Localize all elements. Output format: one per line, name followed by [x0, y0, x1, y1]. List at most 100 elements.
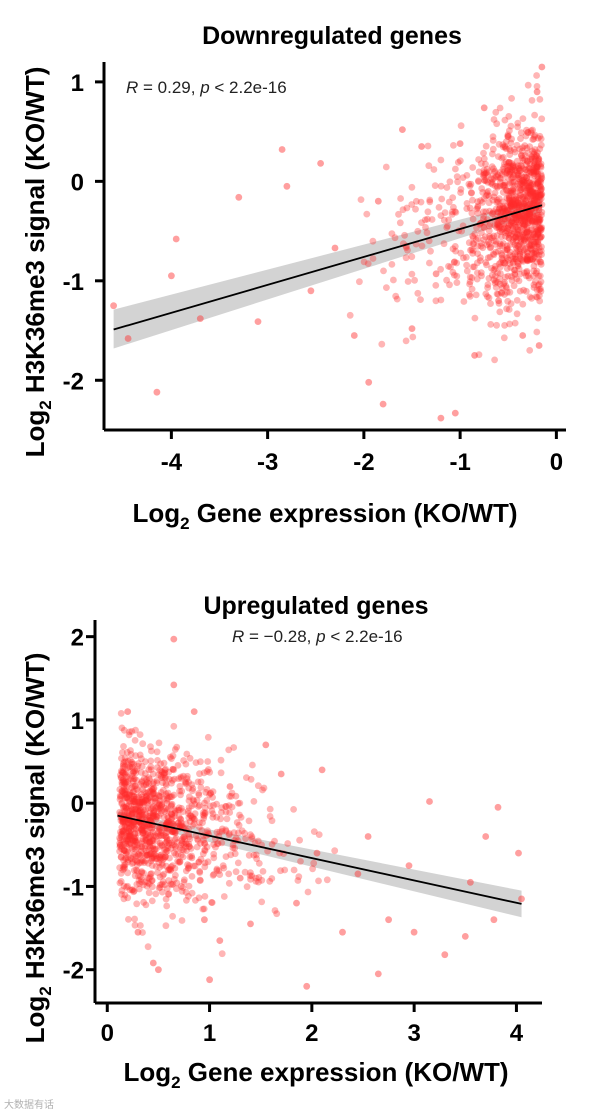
data-point: [169, 828, 176, 836]
data-point: [531, 249, 539, 257]
data-point: [534, 228, 542, 236]
data-point: [515, 277, 523, 285]
data-point: [135, 799, 143, 806]
data-point: [495, 297, 502, 305]
data-point: [143, 779, 151, 786]
data-point: [235, 829, 242, 837]
data-point: [516, 201, 523, 209]
data-point: [131, 872, 139, 880]
regression-line: [117, 814, 522, 905]
data-point: [492, 238, 500, 245]
data-point: [119, 827, 126, 835]
data-point: [160, 831, 167, 839]
data-point: [135, 811, 142, 819]
data-point: [484, 191, 491, 199]
data-point: [188, 873, 196, 880]
data-point: [162, 833, 169, 840]
data-point: [146, 775, 154, 783]
data-point: [148, 788, 155, 795]
data-point: [484, 284, 491, 291]
data-point: [210, 801, 217, 809]
data-point: [195, 803, 202, 810]
data-point: [138, 869, 146, 877]
data-point: [147, 763, 155, 771]
data-point: [522, 272, 530, 280]
data-point: [172, 845, 180, 853]
data-point: [143, 851, 151, 859]
data-point: [169, 912, 177, 920]
data-point: [516, 178, 524, 186]
data-point: [161, 769, 169, 777]
data-point: [259, 868, 267, 875]
data-point: [181, 833, 188, 841]
data-point: [536, 218, 543, 226]
data-point: [168, 272, 175, 280]
data-point: [496, 228, 504, 235]
data-point: [529, 255, 537, 263]
data-point: [466, 278, 474, 286]
data-point: [487, 321, 495, 328]
data-point: [185, 784, 193, 792]
data-point: [507, 179, 515, 187]
data-point: [501, 160, 508, 168]
data-point: [520, 179, 528, 187]
data-point: [534, 238, 542, 246]
data-point: [178, 839, 186, 847]
data-point: [123, 790, 131, 798]
data-point: [535, 255, 542, 263]
data-point: [453, 259, 460, 267]
data-point: [536, 233, 544, 241]
data-point: [537, 227, 544, 235]
data-point: [294, 877, 302, 884]
data-point: [169, 880, 177, 888]
data-point: [164, 818, 172, 826]
data-point: [402, 337, 410, 345]
data-point: [149, 790, 157, 798]
data-point: [537, 285, 544, 293]
data-point: [411, 276, 418, 284]
data-point: [506, 288, 514, 296]
data-point: [136, 751, 144, 759]
data-point: [490, 276, 498, 284]
data-point: [534, 170, 542, 178]
data-point: [501, 207, 509, 215]
data-point: [185, 862, 193, 870]
data-point: [529, 180, 536, 188]
data-point: [531, 253, 538, 261]
data-point: [521, 221, 529, 229]
data-point: [527, 200, 534, 208]
data-point: [206, 768, 214, 776]
data-point: [534, 163, 541, 171]
data-point: [525, 210, 533, 218]
data-point: [537, 191, 545, 199]
data-point: [505, 256, 512, 264]
data-point: [132, 838, 140, 846]
data-point: [227, 851, 235, 859]
data-point: [190, 815, 198, 823]
data-point: [426, 196, 434, 204]
data-point: [527, 129, 535, 137]
data-point: [152, 816, 160, 823]
data-point: [515, 265, 523, 273]
data-point: [144, 831, 152, 838]
data-point: [116, 841, 124, 849]
data-point: [153, 748, 161, 756]
data-point: [133, 858, 141, 866]
data-point: [118, 787, 126, 795]
data-point: [474, 198, 482, 206]
data-point: [132, 782, 139, 790]
data-point: [523, 202, 531, 210]
data-point: [149, 804, 156, 812]
data-point: [147, 850, 155, 858]
data-point: [134, 844, 142, 852]
data-point: [509, 258, 517, 265]
data-point: [499, 228, 506, 236]
data-point: [524, 177, 531, 185]
data-point: [396, 219, 404, 227]
data-point: [126, 839, 134, 847]
data-point: [526, 188, 534, 196]
data-point: [514, 226, 522, 234]
data-point: [496, 174, 504, 182]
data-point: [514, 227, 522, 235]
data-point: [123, 824, 130, 832]
